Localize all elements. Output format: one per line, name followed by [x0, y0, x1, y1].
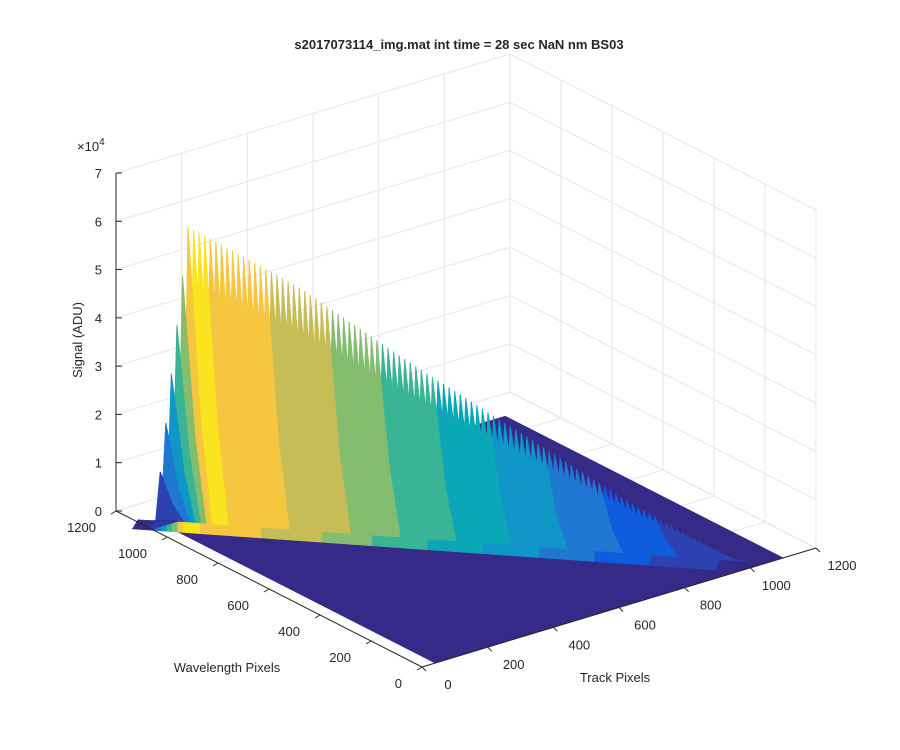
y-tick-mark — [110, 510, 117, 515]
x-tick-mark — [487, 646, 493, 652]
z-tick-label: 5 — [95, 263, 102, 278]
y-tick-label: 800 — [176, 572, 198, 587]
y-tick-mark — [314, 614, 321, 619]
x-tick-label: 800 — [700, 598, 722, 613]
z-tick-label: 3 — [95, 359, 102, 374]
x-tick-mark — [749, 567, 755, 573]
y-axis-label: Wavelength Pixels — [174, 660, 281, 675]
z-exponent-base: ×10 — [77, 139, 99, 154]
x-tick-mark — [421, 666, 427, 672]
y-tick-label: 600 — [227, 598, 249, 613]
z-tick-label: 4 — [95, 311, 102, 326]
z-exponent-power: 4 — [99, 137, 105, 148]
x-axis-label: Track Pixels — [580, 670, 651, 685]
y-tick-mark — [161, 536, 168, 541]
z-gridline — [115, 53, 817, 211]
y-tick-label: 0 — [395, 676, 402, 691]
z-tick-label: 2 — [95, 407, 102, 422]
x-tick-label: 400 — [568, 637, 590, 652]
x-tick-label: 200 — [503, 657, 525, 672]
z-tick-label: 0 — [95, 504, 102, 519]
y-tick-mark — [416, 666, 423, 671]
y-tick-label: 200 — [329, 650, 351, 665]
y-tick-label: 1000 — [118, 546, 147, 561]
surface-rear-face — [148, 520, 179, 531]
x-tick-mark — [552, 626, 558, 632]
x-tick-mark — [618, 607, 624, 612]
x-tick-label: 1000 — [762, 578, 791, 593]
surface-strip — [131, 519, 168, 530]
y-tick-label: 400 — [278, 624, 300, 639]
z-tick-label: 6 — [95, 214, 102, 229]
z-gridline — [115, 101, 817, 259]
x-tick-label: 1200 — [828, 558, 857, 573]
tick-labels: 0200400600800100012000200400600800100012… — [67, 166, 856, 692]
y-tick-mark — [365, 640, 372, 645]
y-tick-label: 1200 — [67, 520, 96, 535]
x-tick-label: 0 — [444, 677, 451, 692]
z-tick-label: 1 — [95, 456, 102, 471]
x-tick-mark — [815, 547, 821, 553]
z-axis-exponent: ×104 — [77, 137, 105, 154]
x-tick-label: 600 — [634, 618, 656, 633]
surface-plot — [131, 226, 784, 664]
chart-title: s2017073114_img.mat int time = 28 sec Na… — [294, 37, 623, 52]
y-tick-mark — [212, 562, 219, 567]
axes — [110, 172, 821, 672]
z-axis-label: Signal (ADU) — [70, 302, 85, 378]
y-tick-mark — [263, 588, 270, 593]
z-tick-label: 7 — [95, 166, 102, 181]
x-tick-mark — [684, 587, 690, 593]
